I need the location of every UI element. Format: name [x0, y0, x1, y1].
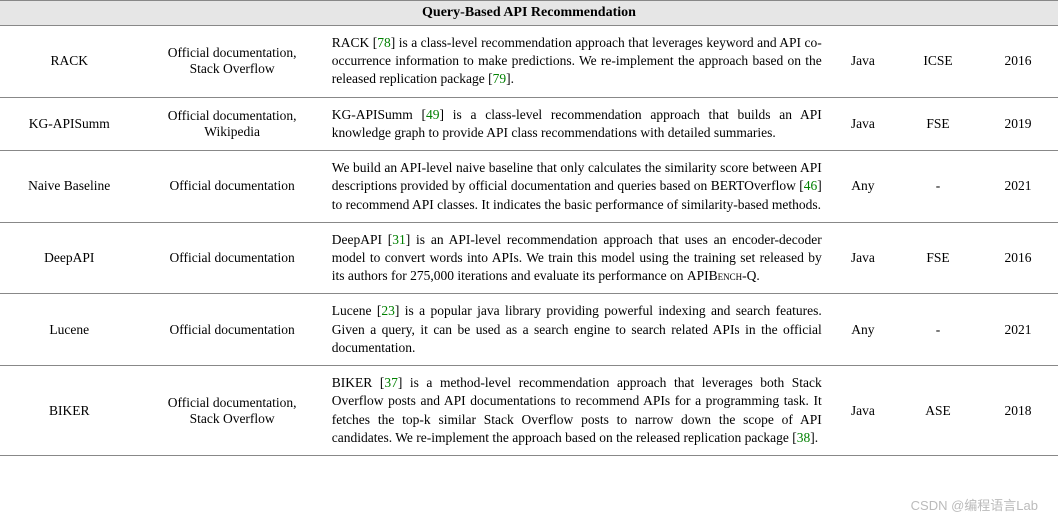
- citation: 31: [392, 232, 406, 247]
- description: RACK [78] is a class-level recommendatio…: [326, 26, 828, 98]
- language: Any: [828, 151, 898, 223]
- language: Java: [828, 26, 898, 98]
- table-row: BIKEROfficial documentation,Stack Overfl…: [0, 366, 1058, 456]
- citation: 49: [426, 107, 440, 122]
- approach-name: DeepAPI: [0, 222, 138, 294]
- year: 2018: [978, 366, 1058, 456]
- language: Any: [828, 294, 898, 366]
- data-source: Official documentation: [138, 222, 325, 294]
- table-row: KG-APISummOfficial documentation,Wikiped…: [0, 97, 1058, 150]
- data-source: Official documentation,Stack Overflow: [138, 366, 325, 456]
- venue: FSE: [898, 97, 978, 150]
- language: Java: [828, 97, 898, 150]
- citation: 46: [804, 178, 818, 193]
- approach-name: Naive Baseline: [0, 151, 138, 223]
- venue: ICSE: [898, 26, 978, 98]
- venue: -: [898, 294, 978, 366]
- language: Java: [828, 366, 898, 456]
- year: 2021: [978, 151, 1058, 223]
- citation: 38: [797, 430, 811, 445]
- table-header-row: Query-Based API Recommendation: [0, 1, 1058, 26]
- data-source: Official documentation: [138, 294, 325, 366]
- table-body: RACKOfficial documentation,Stack Overflo…: [0, 26, 1058, 456]
- data-source: Official documentation,Wikipedia: [138, 97, 325, 150]
- year: 2019: [978, 97, 1058, 150]
- citation: 23: [381, 303, 395, 318]
- year: 2016: [978, 26, 1058, 98]
- table-container: Query-Based API Recommendation RACKOffic…: [0, 0, 1058, 520]
- watermark: CSDN @编程语言Lab: [911, 495, 1038, 514]
- data-source: Official documentation,Stack Overflow: [138, 26, 325, 98]
- description: DeepAPI [31] is an API-level recommendat…: [326, 222, 828, 294]
- table-header: Query-Based API Recommendation: [0, 1, 1058, 26]
- year: 2021: [978, 294, 1058, 366]
- api-recommendation-table: Query-Based API Recommendation RACKOffic…: [0, 0, 1058, 456]
- description: We build an API-level naive baseline tha…: [326, 151, 828, 223]
- venue: FSE: [898, 222, 978, 294]
- language: Java: [828, 222, 898, 294]
- description: Lucene [23] is a popular java library pr…: [326, 294, 828, 366]
- venue: -: [898, 151, 978, 223]
- approach-name: Lucene: [0, 294, 138, 366]
- table-row: Naive BaselineOfficial documentationWe b…: [0, 151, 1058, 223]
- citation: 37: [384, 375, 398, 390]
- approach-name: RACK: [0, 26, 138, 98]
- data-source: Official documentation: [138, 151, 325, 223]
- approach-name: BIKER: [0, 366, 138, 456]
- table-row: LuceneOfficial documentationLucene [23] …: [0, 294, 1058, 366]
- smallcaps-text: APIBench-Q: [687, 268, 757, 283]
- table-row: DeepAPIOfficial documentationDeepAPI [31…: [0, 222, 1058, 294]
- description: KG-APISumm [49] is a class-level recomme…: [326, 97, 828, 150]
- description: BIKER [37] is a method-level recommendat…: [326, 366, 828, 456]
- year: 2016: [978, 222, 1058, 294]
- citation: 79: [493, 71, 507, 86]
- table-row: RACKOfficial documentation,Stack Overflo…: [0, 26, 1058, 98]
- approach-name: KG-APISumm: [0, 97, 138, 150]
- citation: 78: [377, 35, 391, 50]
- venue: ASE: [898, 366, 978, 456]
